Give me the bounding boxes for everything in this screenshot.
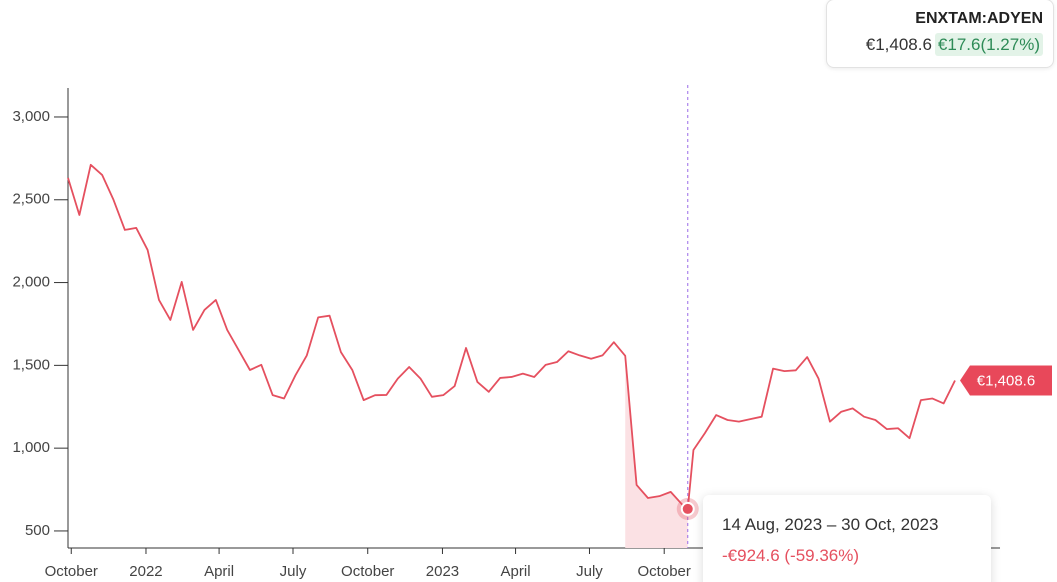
y-tick-label: 3,000 xyxy=(12,108,50,125)
price-tag xyxy=(960,365,1052,396)
price: €1,408.6 xyxy=(865,35,932,54)
x-tick-label: 2023 xyxy=(426,563,459,580)
tooltip-change: -€924.6 (-59.36%) xyxy=(722,546,860,565)
y-tick-label: 2,500 xyxy=(12,191,50,208)
y-tick-label: 500 xyxy=(25,522,50,539)
x-tick-label: April xyxy=(204,563,234,580)
price-row: €1,408.6 €17.6(1.27%) xyxy=(865,33,1043,56)
x-tick-label: July xyxy=(280,563,307,580)
y-tick-label: 2,000 xyxy=(12,274,50,291)
price-tag-label: €1,408.6 xyxy=(977,372,1035,389)
selection-shade xyxy=(625,355,688,548)
x-tick-label: July xyxy=(576,563,603,580)
y-tick-label: 1,500 xyxy=(12,356,50,373)
x-tick-label: October xyxy=(45,563,98,580)
x-tick-label: October xyxy=(638,563,691,580)
tooltip: 14 Aug, 2023 – 30 Oct, 2023 -€924.6 (-59… xyxy=(703,495,991,582)
x-tick-label: April xyxy=(501,563,531,580)
dot xyxy=(680,501,695,516)
x-tick-label: 2022 xyxy=(129,563,162,580)
tooltip-range: 14 Aug, 2023 – 30 Oct, 2023 xyxy=(722,515,939,534)
change: €17.6(1.27%) xyxy=(934,33,1043,56)
y-tick-label: 1,000 xyxy=(12,439,50,456)
quote-box: ENXTAM:ADYEN €1,408.6 €17.6(1.27%) xyxy=(826,0,1054,68)
x-tick-label: October xyxy=(341,563,394,580)
price-line xyxy=(67,163,956,510)
symbol: ENXTAM:ADYEN xyxy=(915,10,1043,27)
